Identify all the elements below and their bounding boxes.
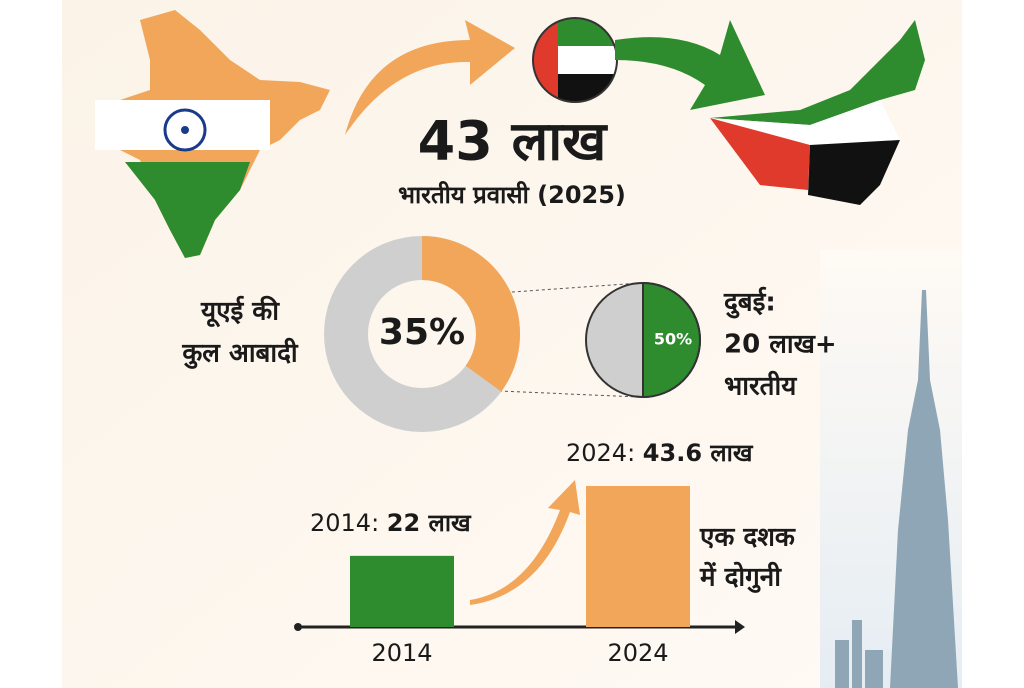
label: एक दशक [699, 523, 796, 553]
value-label-prefix: 2014: [310, 509, 387, 537]
growth-arrow [470, 480, 580, 605]
bar [586, 486, 690, 627]
value-label: 35% [379, 312, 465, 353]
value-label-number: 22 लाख [387, 509, 472, 537]
label: दुबई: [723, 287, 776, 319]
headline: 43 लाख [418, 110, 609, 173]
label: में दोगुनी [699, 562, 782, 594]
x-tick-label: 2014 [371, 639, 432, 667]
bar [350, 555, 454, 627]
subheadline: भारतीय प्रवासी (2025) [398, 181, 626, 209]
axis-arrow [735, 620, 745, 634]
axis-dot [294, 623, 302, 631]
uae-map [710, 20, 925, 205]
value-label: 50% [654, 330, 692, 349]
value-label: 2024: 43.6 लाख [566, 439, 754, 467]
label: 20 लाख+ [724, 330, 837, 360]
label: कुल आबादी [181, 338, 299, 370]
arrow-orange [345, 20, 515, 135]
value-label-number: 43.6 लाख [643, 439, 754, 467]
label: भारतीय [724, 371, 797, 402]
connector [469, 282, 641, 296]
burj-khalifa [835, 290, 958, 688]
value-label: 2014: 22 लाख [310, 509, 472, 537]
label: यूएई की [200, 296, 280, 328]
arrow-green [615, 20, 765, 110]
donut-segment [421, 236, 520, 392]
india-map [95, 10, 330, 258]
x-tick-label: 2024 [607, 639, 668, 667]
pie-segment [642, 281, 701, 399]
value-label-prefix: 2024: [566, 439, 643, 467]
